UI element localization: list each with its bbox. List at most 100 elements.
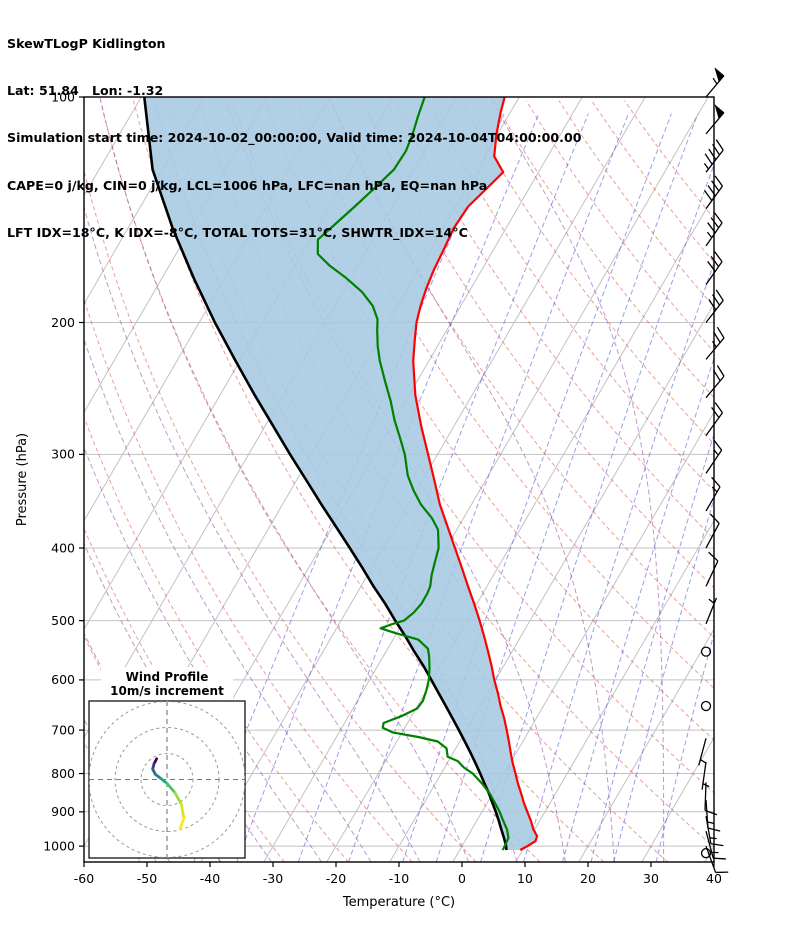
y-tick-label: 1000 <box>43 838 75 853</box>
wind-barb-full <box>716 326 725 339</box>
wind-barb-full <box>714 175 723 187</box>
wind-barb-full <box>703 190 713 202</box>
isotherm-line <box>515 519 714 862</box>
wind-barb-full <box>712 294 721 306</box>
wind-barb-full <box>707 827 721 832</box>
hodograph-title: Wind Profile <box>126 670 209 684</box>
y-tick-label: 100 <box>51 89 75 104</box>
y-tick-label: 500 <box>51 613 75 628</box>
hodograph-range-ring <box>89 701 245 858</box>
wind-barb-staff <box>701 761 707 790</box>
dry-adiabat-line <box>100 100 541 862</box>
chart-times: Simulation start time: 2024-10-02_00:00:… <box>7 130 582 146</box>
moist-adiabat-line <box>489 97 665 862</box>
wind-barb-full <box>709 513 720 524</box>
dry-adiabat-line <box>394 100 714 540</box>
wind-barb-half <box>709 837 717 840</box>
mixing-ratio-line <box>523 261 714 862</box>
x-tick-label: 30 <box>643 871 659 886</box>
wind-barb-full <box>712 369 721 382</box>
wind-barb-staff <box>705 449 723 474</box>
dry-adiabat-line <box>460 100 714 445</box>
isotherm-line <box>578 628 714 862</box>
x-axis-label: Temperature (°C) <box>342 895 455 910</box>
y-tick-label: 600 <box>51 672 75 687</box>
axes-labels: -60 -50 -40 -30 -20 -10 0 10 20 30 40 100 200 300 400 5… <box>15 89 722 910</box>
moist-adiabat-line <box>84 337 372 862</box>
dry-adiabat-line <box>296 100 714 689</box>
isotherm-line <box>704 845 714 862</box>
wind-barb-staff <box>705 597 718 625</box>
wind-barb-half <box>711 486 718 493</box>
calm-wind-circle <box>700 848 712 859</box>
dry-adiabat-line <box>231 100 714 794</box>
hodograph-range-ring <box>140 753 194 806</box>
wind-barb-full <box>714 251 723 263</box>
wind-barb-half <box>703 163 709 170</box>
temperature-profile-line <box>412 97 539 851</box>
moist-adiabat-line <box>224 97 566 862</box>
hodograph-trace-segment <box>178 817 186 831</box>
moist-adiabat-line <box>99 97 470 862</box>
x-tick-label: -50 <box>137 871 157 886</box>
isotherm-line <box>452 411 714 862</box>
wind-barb-staff <box>705 261 723 285</box>
dewpoint-profile-line <box>316 97 510 851</box>
dry-adiabat-line <box>525 100 714 353</box>
wind-barb-full <box>704 153 713 165</box>
y-tick-label: 900 <box>51 804 75 819</box>
hodograph-trace-segment <box>173 791 183 806</box>
mixing-ratio-line <box>590 432 714 862</box>
dry-adiabat-line <box>427 100 714 492</box>
wind-barb-full <box>714 402 723 414</box>
hodograph-subtitle: 10m/s increment <box>110 684 224 698</box>
wind-barb-staff <box>705 845 717 873</box>
calm-wind-circle <box>700 646 712 657</box>
dry-adiabat-line <box>362 100 714 589</box>
y-axis-label: Pressure (hPa) <box>15 433 30 526</box>
x-tick-label: -20 <box>326 871 346 886</box>
isotherm-line <box>263 97 709 862</box>
calm-wind-circle <box>700 700 712 712</box>
dry-adiabat-line <box>591 100 714 264</box>
hodograph-range-ring <box>114 727 220 832</box>
mixing-ratio-line <box>480 163 714 862</box>
moist-adiabat-line <box>84 205 421 862</box>
x-tick-label: 0 <box>458 871 466 886</box>
wind-barb-half <box>699 759 707 764</box>
wind-barb-full <box>707 222 716 234</box>
wind-barb-full <box>710 256 720 267</box>
chart-indices-2: LFT IDX=18°C, K IDX=-8°C, TOTAL TOTS=31°… <box>7 225 468 241</box>
x-tick-label: -30 <box>263 871 283 886</box>
isotherm-line <box>84 97 205 305</box>
dry-adiabat-line <box>84 297 413 862</box>
x-tick-label: -10 <box>389 871 409 886</box>
chart-header: SkewTLogP Kidlington Lat: 51.84 Lon: -1.… <box>7 4 581 273</box>
mixing-ratio-line <box>402 113 672 862</box>
wind-barb-staff <box>705 522 720 549</box>
wind-barb-full <box>715 289 724 301</box>
wind-barb-full <box>711 180 720 192</box>
x-tick-label: 40 <box>706 871 722 886</box>
chart-location: Lat: 51.84 Lon: -1.32 <box>7 82 164 98</box>
wind-barb-staff <box>705 375 725 399</box>
wind-barb-staff <box>705 560 719 587</box>
wind-barb-full <box>713 857 726 860</box>
wind-barb-column <box>698 67 729 874</box>
wind-barb-staff <box>705 816 712 844</box>
wind-barb-staff <box>698 738 707 766</box>
wind-barb-staff <box>705 830 714 859</box>
dry-adiabat-line <box>84 415 349 862</box>
wind-barb-flag <box>714 67 725 83</box>
y-tick-label: 400 <box>51 540 75 555</box>
dry-adiabat-line <box>558 100 714 308</box>
wind-barb-full <box>707 260 716 272</box>
wind-barb-half <box>711 340 717 348</box>
negative-area-shading <box>144 97 538 850</box>
wind-barb-full <box>712 143 721 156</box>
wind-barb-full <box>707 185 716 197</box>
wind-barb-full <box>710 217 720 229</box>
wind-barb-full <box>708 148 717 160</box>
